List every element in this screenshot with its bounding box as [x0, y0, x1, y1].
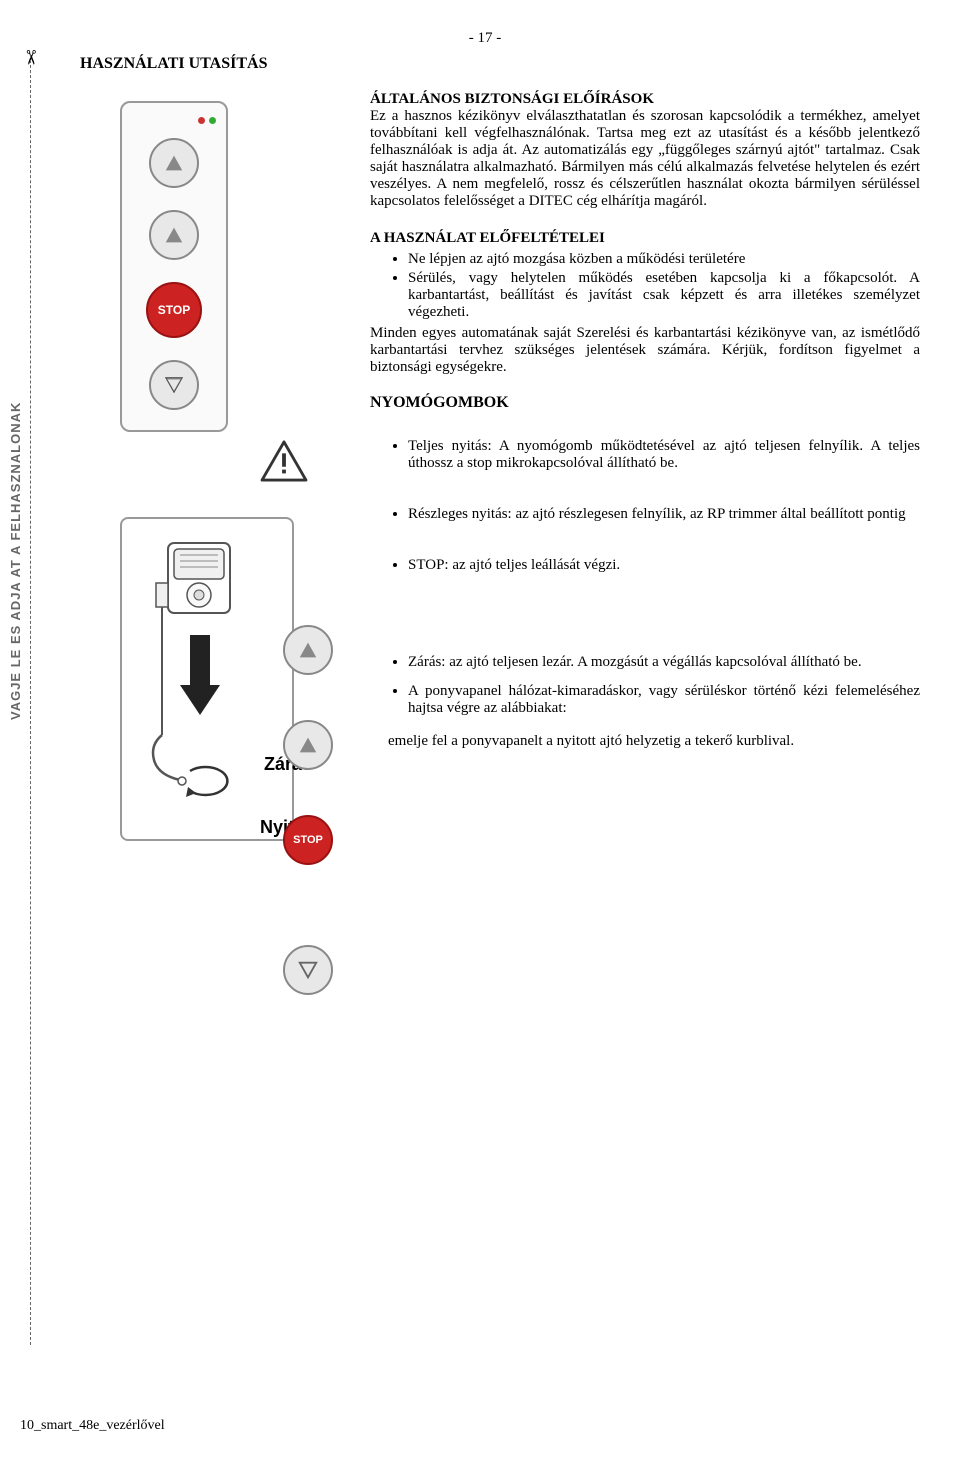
section3-tail: emelje fel a ponyvapanelt a nyitott ajtó…	[370, 733, 920, 750]
motor-diagram: Zárás Nyitás	[120, 517, 294, 841]
page: - 17 - ✂ VAGJE LE ES ADJA AT A FELHASZNA…	[0, 0, 960, 1460]
vertical-cut-label: VAGJE LE ES ADJA AT A FELHASZNALONAK	[8, 402, 23, 720]
list-item: STOP: az ajtó teljes leállását végzi.	[408, 557, 920, 574]
led-row	[132, 117, 216, 124]
list-item: A ponyvapanel hálózat-kimaradáskor, vagy…	[408, 683, 920, 717]
footer: 10_smart_48e_vezérlővel	[20, 1418, 165, 1434]
cut-line	[30, 55, 31, 1345]
open-full-button-icon	[149, 138, 199, 188]
list-item: Zárás: az ajtó teljesen lezár. A mozgású…	[408, 654, 920, 671]
section2-title: A HASZNÁLAT ELŐFELTÉTELEI	[370, 230, 920, 247]
warning-icon	[260, 440, 308, 482]
section1-body: Ez a hasznos kézikönyv elválaszthatatlan…	[370, 108, 920, 210]
content: HASZNÁLATI UTASÍTÁS STOP	[50, 55, 920, 841]
doc-title: HASZNÁLATI UTASÍTÁS	[80, 55, 920, 73]
section2-list: Ne lépjen az ajtó mozgása közben a működ…	[370, 251, 920, 321]
section2-tail: Minden egyes automatának saját Szerelési…	[370, 325, 920, 376]
columns: STOP	[80, 91, 920, 841]
section1-title: ÁLTALÁNOS BIZTONSÁGI ELŐÍRÁSOK	[370, 91, 920, 108]
open-partial-button-icon	[149, 210, 199, 260]
list-item: Teljes nyitás: A nyomógomb működtetéséve…	[408, 438, 920, 472]
page-number: - 17 -	[50, 30, 920, 47]
inline-open-full-icon	[280, 625, 336, 675]
stop-button-icon: STOP	[146, 282, 202, 338]
list-item: Sérülés, vagy helytelen működés esetében…	[408, 270, 920, 321]
inline-close-icon	[280, 945, 336, 995]
list-item: Ne lépjen az ajtó mozgása közben a működ…	[408, 251, 920, 268]
inline-stop-icon: STOP	[280, 815, 336, 865]
buttons-section: Teljes nyitás: A nyomógomb működtetéséve…	[370, 438, 920, 750]
led-red-icon	[198, 117, 205, 124]
led-green-icon	[209, 117, 216, 124]
right-column: ÁLTALÁNOS BIZTONSÁGI ELŐÍRÁSOK Ez a hasz…	[350, 91, 920, 756]
section3-title: NYOMÓGOMBOK	[370, 394, 920, 412]
inline-open-partial-icon	[280, 720, 336, 770]
close-button-icon	[149, 360, 199, 410]
list-item: Részleges nyitás: az ajtó részlegesen fe…	[408, 506, 920, 523]
button-panel-diagram: STOP	[120, 101, 228, 432]
